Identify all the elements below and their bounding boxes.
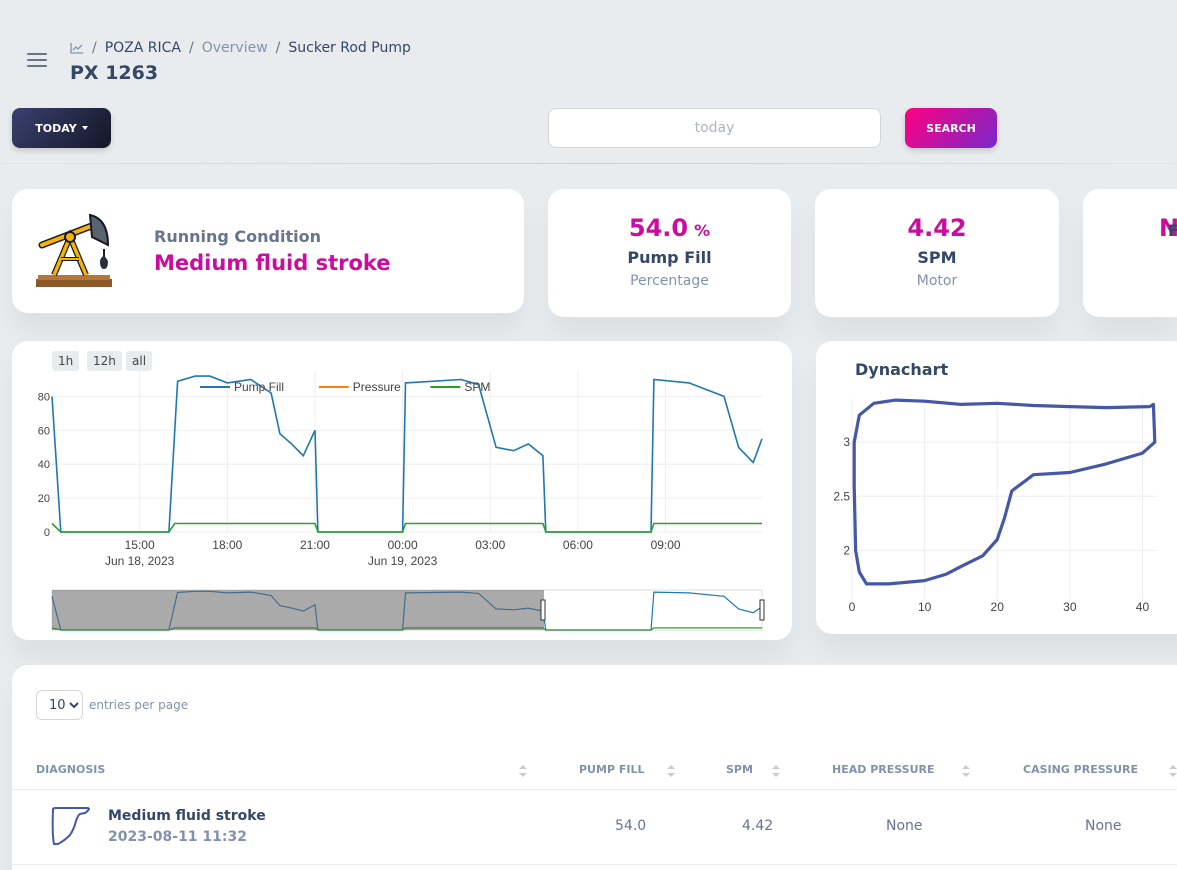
range-slider-handle-left [540,599,546,621]
entries-per-page: 102550 entries per page [36,690,188,720]
x-tick-label: 00:00 [388,538,418,552]
column-header-casing-pressure[interactable]: Casing Pressure [1023,763,1138,776]
breadcrumb-separator: / [275,40,281,56]
x-tick-label: 06:00 [563,538,593,552]
breadcrumb: / POZA RICA / Overview / Sucker Rod Pump [70,40,411,56]
column-header-pump-fill[interactable]: Pump Fill [579,763,645,776]
dynachart-title: Dynachart [855,360,949,379]
range-button-all[interactable]: all [126,351,153,371]
pump-fill-value: 54.0 [628,214,689,242]
range-button-1h[interactable]: 1h [52,351,80,371]
chart-line-icon[interactable] [70,42,84,54]
breadcrumb-item-overview[interactable]: Overview [201,40,268,56]
entries-per-page-select[interactable]: 102550 [36,690,83,720]
sort-icon[interactable] [962,765,970,777]
pump-fill-unit: % [694,221,711,240]
diagnosis-date: 2023-08-11 11:32 [108,829,247,845]
y-tick-label: 40 [38,459,50,471]
pumpjack-icon [36,213,112,287]
running-condition-label: Running Condition [154,227,321,246]
range-slider[interactable] [51,589,765,631]
y-tick-label: 2 [843,543,850,557]
running-condition-value: Medium fluid stroke [154,251,391,275]
y-tick-label: 2.5 [833,489,850,503]
date-range-dropdown-button[interactable]: TODAY [12,108,111,148]
x-tick-sublabel: Jun 18, 2023 [105,554,175,568]
breadcrumb-item-field[interactable]: POZA RICA [104,40,182,56]
pump-fill-title: Pump Fill [627,248,712,267]
head-pressure-cell: None [886,818,923,834]
third-stat-card: N F [1083,189,1177,317]
spm-value: 4.42 [907,214,967,242]
header-divider [12,789,1177,790]
sort-icon[interactable] [1169,765,1177,777]
sidenav-toggle-button[interactable] [27,53,47,69]
date-range-label: TODAY [35,121,77,135]
third-stat-value: N [1159,214,1177,242]
caret-down-icon [81,126,88,130]
breadcrumb-separator: / [189,40,194,56]
third-stat-title: F [1168,221,1177,240]
x-tick-label: 15:00 [125,538,155,552]
breadcrumb-separator: / [92,40,97,56]
x-tick-label: 0 [849,600,856,614]
series-line-spm [51,522,762,533]
dynacard-line [852,398,1157,586]
x-tick-sublabel: Jun 19, 2023 [368,554,438,568]
x-tick-label: 20 [991,600,1005,614]
horizontal-divider [0,163,1177,164]
x-tick-label: 30 [1063,600,1077,614]
legend-label: SPM [464,380,490,394]
date-input[interactable] [548,108,881,148]
spm-cell: 4.42 [742,818,774,834]
column-header-spm[interactable]: SPM [726,763,753,776]
pump-fill-card: 54.0% Pump Fill Percentage [548,189,791,317]
legend-label: Pump Fill [234,380,284,394]
range-button-12h[interactable]: 12h [87,351,122,371]
timeseries-card: 1h 12h all Pump Fill Pressure SPM 15:00 Jun… [12,341,792,640]
spm-card: 4.42 SPM Motor [815,189,1059,317]
timeseries-chart[interactable]: Pump Fill Pressure SPM 15:00 Jun 18, 2023 18… [12,341,792,640]
diagnosis-name: Medium fluid stroke [108,808,266,824]
x-tick-label: 18:00 [212,538,242,552]
y-tick-label: 3 [843,435,850,449]
search-button[interactable]: SEARCH [905,108,997,148]
x-tick-label: 09:00 [651,538,681,552]
entries-per-page-label: entries per page [89,698,189,712]
diagnosis-table-card: 102550 entries per page Diagnosis Pump F… [12,665,1177,870]
sort-icon[interactable] [667,765,675,777]
x-tick-label: 21:00 [300,538,330,552]
legend-label: Pressure [353,380,401,394]
running-condition-card: Running Condition Medium fluid stroke [12,189,524,313]
sort-icon[interactable] [772,765,780,777]
dynachart-plot[interactable]: 0 10 20 30 40 2 2.5 3 [816,341,1177,634]
series-line-pump-fill [51,375,763,533]
dynachart-card: Dynachart 0 10 20 30 40 2 2.5 3 [816,341,1177,634]
y-tick-label: 60 [38,425,50,437]
sort-icon[interactable] [519,765,527,777]
casing-pressure-cell: None [1085,818,1122,834]
pump-fill-cell: 54.0 [615,818,647,834]
dynacard-thumbnail-icon [51,807,91,845]
spm-subtitle: Motor [916,273,958,289]
range-slider-handle-right [759,599,765,621]
x-tick-label: 40 [1136,600,1150,614]
x-tick-label: 10 [918,600,932,614]
range-slider-mask [52,590,544,630]
row-divider [12,864,1177,865]
column-header-head-pressure[interactable]: Head Pressure [832,763,935,776]
spm-title: SPM [917,248,957,267]
y-tick-label: 80 [38,391,50,403]
x-tick-label: 03:00 [475,538,505,552]
page-title: PX 1263 [70,62,159,84]
pump-fill-subtitle: Percentage [630,273,709,289]
y-tick-label: 20 [38,493,50,505]
y-tick-label: 0 [44,527,50,539]
column-header-diagnosis[interactable]: Diagnosis [36,763,106,776]
breadcrumb-item-current: Sucker Rod Pump [288,40,411,56]
